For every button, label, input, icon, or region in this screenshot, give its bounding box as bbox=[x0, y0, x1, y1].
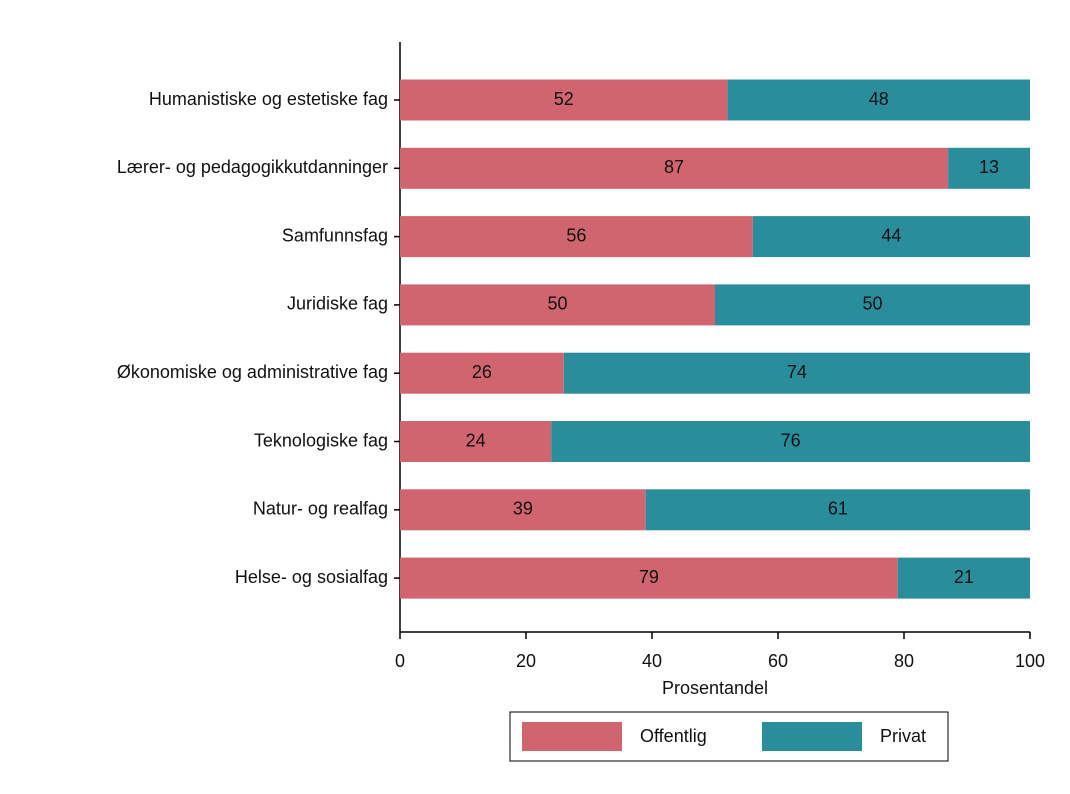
bar-segment bbox=[727, 79, 1030, 121]
data-label: 76 bbox=[781, 430, 801, 450]
bar-segment bbox=[400, 284, 715, 326]
legend-label: Privat bbox=[880, 726, 926, 746]
y-tick-label: Teknologiske fag bbox=[254, 430, 388, 450]
data-label: 61 bbox=[828, 499, 848, 519]
y-tick-label: Juridiske fag bbox=[287, 294, 388, 314]
data-label: 56 bbox=[566, 225, 586, 245]
bar-segment bbox=[752, 216, 1030, 258]
y-tick-label: Økonomiske og administrative fag bbox=[117, 362, 388, 382]
y-tick-label: Humanistiske og estetiske fag bbox=[149, 89, 388, 109]
data-label: 24 bbox=[466, 430, 486, 450]
data-label: 50 bbox=[862, 294, 882, 314]
legend-swatch bbox=[762, 722, 862, 751]
bar-segment bbox=[400, 147, 949, 189]
data-label: 50 bbox=[547, 294, 567, 314]
data-label: 52 bbox=[554, 89, 574, 109]
data-label: 74 bbox=[787, 362, 807, 382]
x-axis-title: Prosentandel bbox=[662, 678, 768, 698]
bar-segment bbox=[897, 557, 1030, 599]
data-label: 79 bbox=[639, 567, 659, 587]
x-tick-label: 0 bbox=[395, 651, 405, 671]
data-label: 48 bbox=[869, 89, 889, 109]
bar-segment bbox=[948, 147, 1030, 189]
legend-swatch bbox=[522, 722, 622, 751]
bar-segment bbox=[563, 352, 1030, 394]
x-tick-label: 40 bbox=[642, 651, 662, 671]
bar-segment bbox=[400, 216, 753, 258]
bar-segment bbox=[400, 79, 728, 121]
bar-segment bbox=[400, 352, 564, 394]
data-label: 87 bbox=[664, 157, 684, 177]
data-label: 26 bbox=[472, 362, 492, 382]
legend-label: Offentlig bbox=[640, 726, 707, 746]
y-tick-label: Helse- og sosialfag bbox=[235, 567, 388, 587]
data-label: 39 bbox=[513, 499, 533, 519]
data-label: 13 bbox=[979, 157, 999, 177]
y-tick-label: Samfunnsfag bbox=[282, 225, 388, 245]
x-tick-label: 20 bbox=[516, 651, 536, 671]
x-tick-label: 80 bbox=[894, 651, 914, 671]
y-tick-label: Natur- og realfag bbox=[253, 499, 388, 519]
bar-segment bbox=[551, 421, 1030, 462]
bar-segment bbox=[715, 284, 1030, 326]
bar-segment bbox=[400, 421, 552, 462]
bar-segment bbox=[645, 489, 1030, 531]
data-label: 21 bbox=[954, 567, 974, 587]
bar-segment bbox=[400, 489, 646, 531]
x-tick-label: 60 bbox=[768, 651, 788, 671]
data-label: 44 bbox=[881, 225, 901, 245]
bar-segment bbox=[400, 557, 898, 599]
y-tick-label: Lærer- og pedagogikkutdanninger bbox=[117, 157, 388, 177]
x-tick-label: 100 bbox=[1015, 651, 1045, 671]
legend-box bbox=[509, 711, 949, 762]
